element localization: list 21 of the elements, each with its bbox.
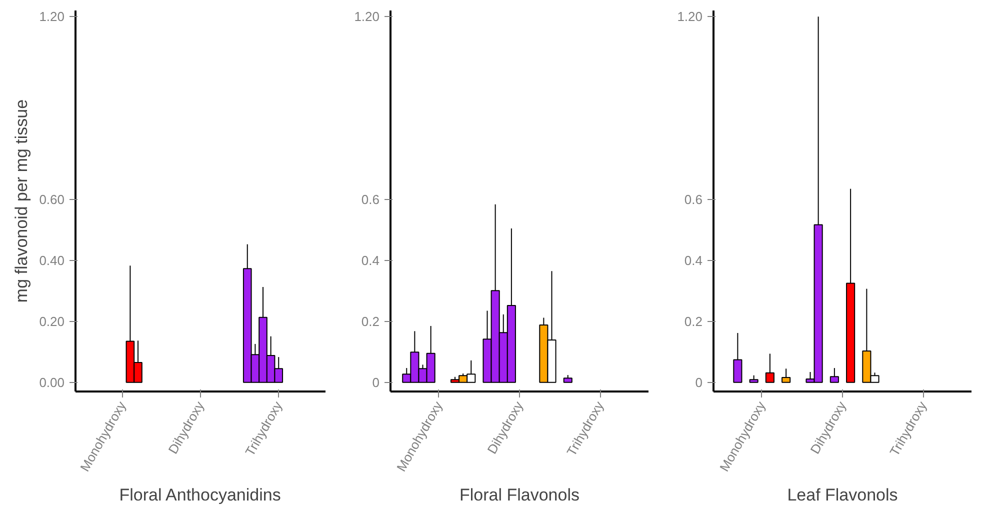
y-tick-label: 0.4 [361,252,380,268]
y-tick-label: 0.6 [361,192,380,207]
x-axis-title: Leaf Flavonols [787,486,898,505]
y-tick-label: 0 [695,374,703,390]
y-tick-label: 0.60 [39,192,65,207]
y-tick-label: 0 [372,374,380,390]
y-tick-label: 0.00 [39,374,65,390]
y-tick-label: 0.20 [39,314,65,329]
y-axis-title: mg flavonoid per mg tissue [12,99,32,303]
bar [563,378,572,383]
y-tick-label: 1.20 [354,9,380,24]
y-tick-label: 0.40 [39,252,65,268]
y-tick-label: 0.2 [361,314,380,329]
y-tick-label: 0.6 [684,192,703,207]
y-tick-label: 1.20 [39,9,65,24]
y-tick-label: 1.20 [677,9,703,24]
x-axis-title: Floral Flavonols [460,486,580,505]
y-tick-label: 0.4 [684,252,703,268]
bar [749,379,758,383]
x-axis-title: Floral Anthocyanidins [119,486,281,505]
y-tick-label: 0.2 [684,314,703,329]
